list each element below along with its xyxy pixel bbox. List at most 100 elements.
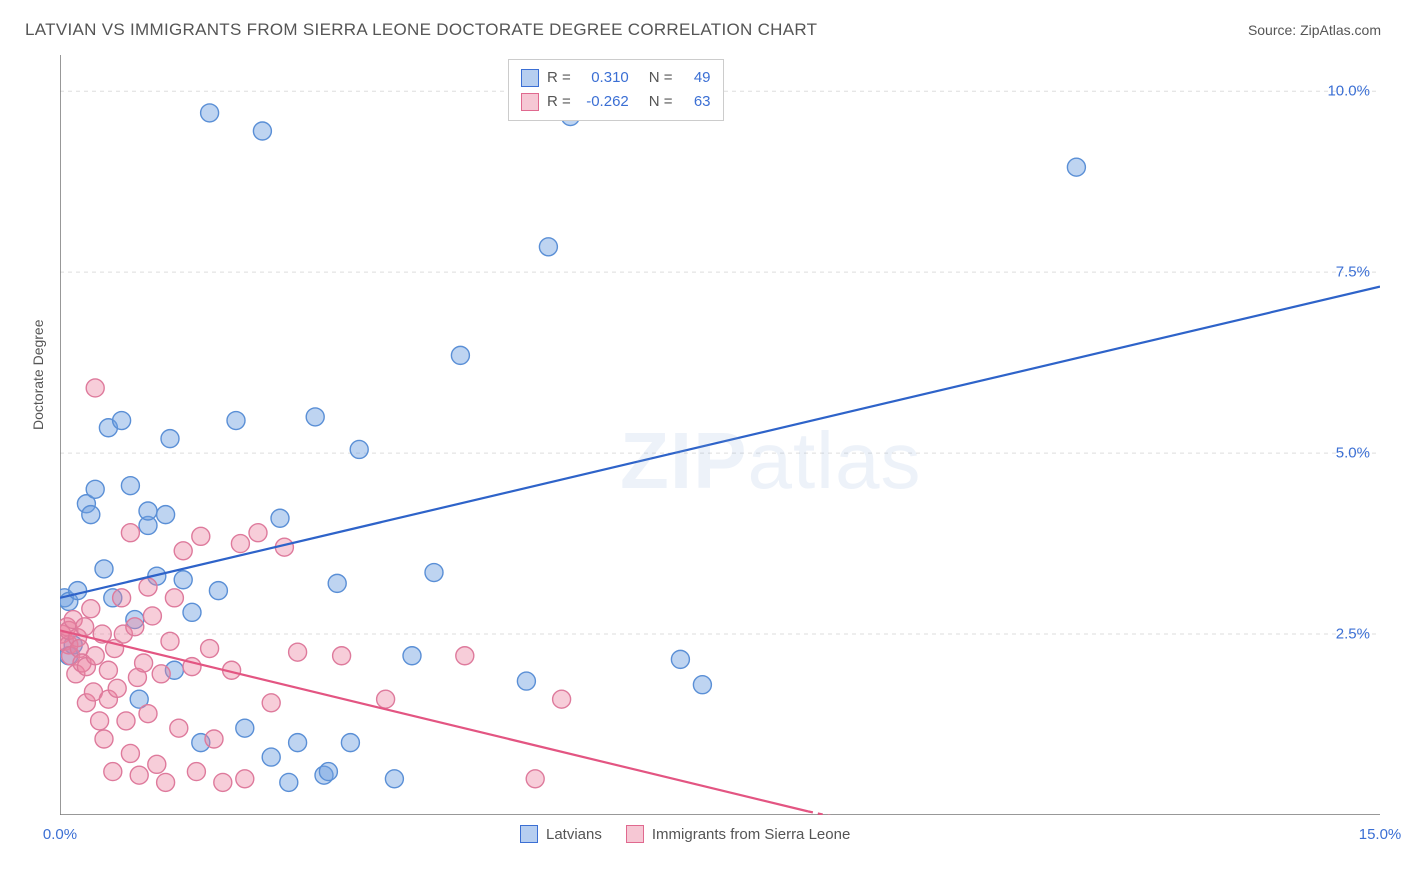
data-point [108, 679, 126, 697]
stats-legend-row: R = 0.310 N = 49 [521, 66, 711, 90]
data-point [148, 755, 166, 773]
trend-line [60, 287, 1380, 598]
data-point [289, 643, 307, 661]
data-point [183, 603, 201, 621]
data-point [117, 712, 135, 730]
legend-label: Latvians [546, 826, 602, 843]
data-point [280, 773, 298, 791]
data-point [113, 412, 131, 430]
data-point [113, 589, 131, 607]
data-point [451, 346, 469, 364]
data-point [214, 773, 232, 791]
data-point [262, 748, 280, 766]
data-point [104, 763, 122, 781]
series-legend: Latvians Immigrants from Sierra Leone [520, 825, 850, 843]
legend-swatch [521, 69, 539, 87]
data-point [236, 770, 254, 788]
data-point [350, 440, 368, 458]
data-point [91, 712, 109, 730]
data-point [456, 647, 474, 665]
data-point [121, 744, 139, 762]
data-point [99, 661, 117, 679]
chart-header: LATVIAN VS IMMIGRANTS FROM SIERRA LEONE … [25, 20, 1381, 40]
data-point [130, 766, 148, 784]
data-point [253, 122, 271, 140]
data-point [201, 104, 219, 122]
y-axis-label: Doctorate Degree [30, 319, 46, 430]
data-point [236, 719, 254, 737]
data-point [539, 238, 557, 256]
data-point [201, 640, 219, 658]
data-point [385, 770, 403, 788]
data-point [121, 524, 139, 542]
data-point [161, 632, 179, 650]
scatter-plot-svg [60, 55, 1380, 815]
chart-plot-area: ZIPatlas R = 0.310 N = 49 R = -0.262 N =… [60, 55, 1380, 815]
data-point [319, 763, 337, 781]
x-tick-label: 0.0% [43, 826, 77, 843]
data-point [1067, 158, 1085, 176]
data-point [377, 690, 395, 708]
data-point [170, 719, 188, 737]
data-point [76, 618, 94, 636]
data-point [306, 408, 324, 426]
data-point [693, 676, 711, 694]
data-point [231, 535, 249, 553]
stat-r-value: -0.262 [579, 90, 629, 114]
data-point [526, 770, 544, 788]
data-point [86, 480, 104, 498]
data-point [249, 524, 267, 542]
data-point [86, 647, 104, 665]
data-point [517, 672, 535, 690]
data-point [205, 730, 223, 748]
data-point [157, 773, 175, 791]
data-point [152, 665, 170, 683]
data-point [161, 430, 179, 448]
data-point [139, 705, 157, 723]
data-point [209, 582, 227, 600]
data-point [425, 564, 443, 582]
legend-item: Immigrants from Sierra Leone [626, 825, 850, 843]
data-point [553, 690, 571, 708]
stat-n-label: N = [649, 66, 673, 90]
legend-swatch [520, 825, 538, 843]
data-point [289, 734, 307, 752]
data-point [192, 527, 210, 545]
data-point [135, 654, 153, 672]
data-point [86, 379, 104, 397]
data-point [126, 618, 144, 636]
data-point [82, 600, 100, 618]
stat-n-value: 63 [681, 90, 711, 114]
data-point [157, 506, 175, 524]
legend-item: Latvians [520, 825, 602, 843]
data-point [187, 763, 205, 781]
data-point [341, 734, 359, 752]
data-point [143, 607, 161, 625]
legend-swatch [521, 93, 539, 111]
data-point [69, 582, 87, 600]
data-point [403, 647, 421, 665]
stat-r-value: 0.310 [579, 66, 629, 90]
y-tick-label: 10.0% [1327, 83, 1370, 100]
stats-legend-row: R = -0.262 N = 63 [521, 90, 711, 114]
data-point [139, 502, 157, 520]
data-point [139, 578, 157, 596]
data-point [174, 542, 192, 560]
data-point [82, 506, 100, 524]
stat-r-label: R = [547, 66, 571, 90]
legend-swatch [626, 825, 644, 843]
y-tick-label: 2.5% [1336, 626, 1370, 643]
data-point [174, 571, 192, 589]
data-point [271, 509, 289, 527]
stat-r-label: R = [547, 90, 571, 114]
y-tick-label: 7.5% [1336, 264, 1370, 281]
data-point [95, 560, 113, 578]
data-point [262, 694, 280, 712]
data-point [671, 650, 689, 668]
chart-title: LATVIAN VS IMMIGRANTS FROM SIERRA LEONE … [25, 20, 817, 40]
data-point [333, 647, 351, 665]
data-point [328, 574, 346, 592]
data-point [95, 730, 113, 748]
data-point [227, 412, 245, 430]
y-tick-label: 5.0% [1336, 445, 1370, 462]
